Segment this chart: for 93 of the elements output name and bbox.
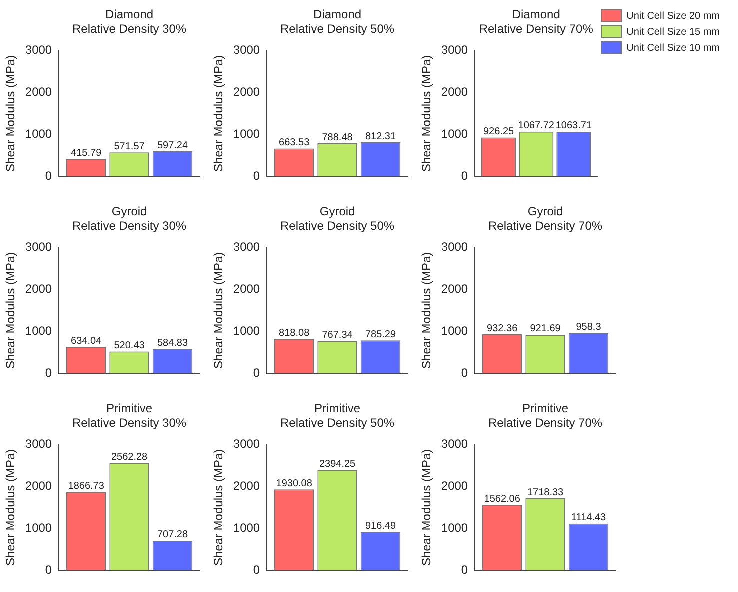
chart-subtitle: Relative Density 30% [72,218,187,233]
y-tick-label: 2000 [25,85,52,100]
chart-subtitle: Relative Density 70% [479,22,594,36]
y-axis-title: Shear Modulus (MPa) [420,252,434,370]
chart-title: Diamond [512,8,560,22]
y-tick-label: 2000 [233,85,260,100]
y-axis-title: Shear Modulus (MPa) [420,55,434,172]
chart-title: Diamond [106,8,154,22]
data-label: 1562.06 [484,494,521,505]
y-tick-label: 0 [461,562,468,577]
y-axis-title: Shear Modulus (MPa) [420,449,434,566]
data-label: 916.49 [365,520,396,532]
data-label: 958.3 [576,322,602,334]
chart-subtitle: Relative Density 50% [280,218,395,233]
data-label: 634.04 [71,336,102,347]
data-label: 785.29 [365,329,396,340]
chart-subtitle: Relative Density 70% [488,218,603,233]
data-label: 818.08 [279,328,310,340]
chart-subtitle: Relative Density 50% [280,22,395,36]
y-tick-label: 3000 [25,240,52,254]
data-label: 932.36 [487,323,518,334]
y-axis-title: Shear Modulus (MPa) [212,55,226,172]
y-tick-label: 2000 [25,479,52,494]
data-label: 2394.25 [319,458,356,470]
y-tick-label: 1000 [441,126,468,141]
y-tick-label: 0 [461,168,468,183]
chart-subtitle: Relative Density 30% [72,416,187,430]
chart-subtitle: Relative Density 70% [488,416,603,430]
chart-title: Primitive [522,402,569,416]
chart-title: Primitive [314,402,361,416]
y-tick-label: 2000 [233,282,260,296]
y-tick-label: 0 [45,366,52,380]
y-tick-label: 0 [45,562,52,577]
legend-label: Unit Cell Size 20 mm [626,10,720,22]
y-tick-label: 2000 [25,282,52,296]
chart-title: Gyroid [528,204,564,219]
y-tick-label: 2000 [441,282,468,296]
chart-title: Gyroid [112,204,148,219]
legend-label: Unit Cell Size 10 mm [626,42,720,54]
data-label: 415.79 [71,148,102,159]
y-tick-label: 0 [253,562,260,577]
data-label: 1114.43 [571,512,607,524]
y-tick-label: 1000 [441,520,468,535]
chart-subtitle: Relative Density 30% [72,22,187,36]
y-axis-title: Shear Modulus (MPa) [4,55,18,172]
y-tick-label: 0 [253,366,260,380]
y-tick-label: 3000 [233,437,260,452]
y-tick-label: 1000 [441,324,468,338]
y-tick-label: 3000 [25,43,52,58]
y-tick-label: 2000 [441,479,468,494]
data-label: 663.53 [279,138,310,149]
y-tick-label: 3000 [441,240,468,254]
y-tick-label: 3000 [233,43,260,58]
data-label: 597.24 [157,140,188,152]
chart-title: Primitive [106,402,153,416]
y-axis-title: Shear Modulus (MPa) [4,252,18,370]
data-label: 571.57 [114,141,146,152]
y-axis-title: Shear Modulus (MPa) [212,449,226,566]
data-label: 788.48 [322,132,354,144]
y-tick-label: 1000 [25,126,52,141]
y-tick-label: 2000 [441,85,468,100]
y-tick-label: 0 [253,168,260,183]
data-label: 926.25 [483,126,515,138]
y-tick-label: 1000 [233,520,260,535]
data-label: 921.69 [530,324,562,335]
data-label: 1930.08 [276,478,313,490]
data-label: 1718.33 [527,487,564,498]
y-tick-label: 1000 [233,126,260,141]
y-axis-title: Shear Modulus (MPa) [4,449,18,566]
y-tick-label: 1000 [233,324,260,338]
y-tick-label: 3000 [25,437,52,452]
y-axis-title: Shear Modulus (MPa) [212,252,226,370]
data-label: 1063.71 [556,120,592,132]
y-tick-label: 0 [45,168,52,183]
data-label: 584.83 [157,338,188,349]
y-tick-label: 1000 [25,520,52,535]
data-label: 812.31 [365,131,396,142]
legend-label: Unit Cell Size 15 mm [626,26,720,38]
y-tick-label: 3000 [441,43,468,58]
y-tick-label: 1000 [25,324,52,338]
chart-title: Diamond [314,8,362,22]
y-tick-label: 3000 [441,437,468,452]
y-tick-label: 0 [461,366,468,380]
data-label: 520.43 [114,340,146,352]
data-label: 767.34 [322,330,354,342]
data-label: 707.28 [157,530,188,541]
y-tick-label: 3000 [233,240,260,254]
data-label: 1067.72 [518,120,555,132]
chart-subtitle: Relative Density 50% [280,416,395,430]
chart-title: Gyroid [320,204,356,219]
data-label: 2562.28 [111,452,148,463]
y-tick-label: 2000 [233,479,260,494]
data-label: 1866.73 [68,481,105,492]
